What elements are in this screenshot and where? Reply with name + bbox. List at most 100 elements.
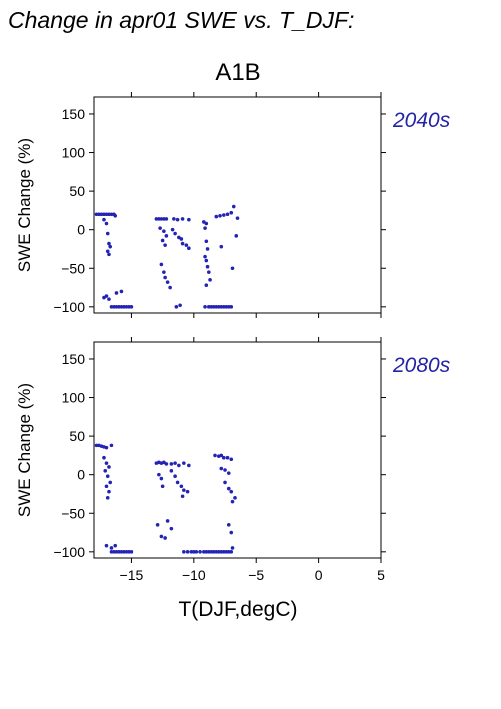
data-point bbox=[182, 461, 186, 465]
data-point bbox=[223, 480, 227, 485]
data-point bbox=[202, 550, 206, 554]
data-point bbox=[109, 212, 114, 217]
data-point bbox=[113, 214, 118, 218]
data-point bbox=[214, 214, 219, 219]
data-point bbox=[194, 550, 199, 554]
data-point bbox=[114, 550, 119, 554]
plot-frame bbox=[93, 96, 382, 314]
panel-label: 2080s bbox=[392, 354, 451, 377]
data-point bbox=[103, 469, 108, 473]
data-point bbox=[165, 519, 170, 523]
data-point bbox=[119, 550, 124, 554]
data-point bbox=[163, 243, 167, 247]
data-point bbox=[124, 550, 129, 554]
data-point bbox=[105, 474, 110, 479]
data-point bbox=[221, 550, 226, 554]
data-point bbox=[108, 244, 113, 249]
data-point bbox=[218, 214, 222, 218]
data-point bbox=[94, 443, 99, 448]
data-point bbox=[164, 217, 169, 221]
chart-title: Change in apr01 SWE vs. T_DJF: bbox=[8, 7, 354, 33]
data-point bbox=[226, 523, 231, 527]
data-point bbox=[102, 212, 106, 217]
data-point bbox=[159, 534, 164, 539]
data-point bbox=[119, 289, 124, 294]
data-point bbox=[155, 523, 160, 527]
data-point bbox=[233, 496, 237, 500]
data-point bbox=[107, 241, 111, 246]
x-tick-label: −10 bbox=[182, 567, 206, 583]
data-point bbox=[154, 217, 159, 221]
data-point bbox=[163, 536, 167, 540]
data-point bbox=[226, 486, 231, 491]
data-point bbox=[178, 303, 182, 308]
data-point bbox=[219, 305, 224, 309]
data-point bbox=[225, 212, 230, 217]
data-point bbox=[169, 526, 174, 531]
data-point bbox=[109, 550, 114, 554]
data-point bbox=[187, 217, 191, 222]
data-point bbox=[185, 489, 190, 494]
data-point bbox=[169, 462, 174, 466]
y-tick-label: 150 bbox=[62, 351, 86, 367]
data-point bbox=[223, 468, 227, 472]
data-point bbox=[226, 471, 231, 475]
data-point bbox=[180, 241, 185, 246]
data-point bbox=[175, 217, 180, 222]
data-point bbox=[127, 550, 131, 554]
data-point bbox=[207, 305, 211, 309]
data-point bbox=[104, 294, 109, 298]
data-point bbox=[226, 305, 231, 309]
data-point bbox=[219, 453, 224, 458]
data-point bbox=[189, 550, 194, 554]
data-point bbox=[208, 278, 212, 282]
data-point bbox=[157, 217, 161, 221]
data-point bbox=[107, 252, 111, 257]
data-point bbox=[203, 305, 207, 309]
data-point bbox=[160, 484, 165, 489]
data-point bbox=[94, 212, 99, 217]
data-point bbox=[99, 212, 104, 217]
data-point bbox=[229, 530, 234, 535]
data-point bbox=[214, 550, 219, 554]
data-point bbox=[216, 550, 221, 554]
data-point bbox=[117, 305, 121, 309]
data-point bbox=[211, 305, 216, 309]
data-point bbox=[229, 550, 234, 554]
data-point bbox=[229, 210, 234, 215]
y-tick-label: 150 bbox=[62, 106, 86, 122]
data-point bbox=[182, 550, 186, 554]
data-point bbox=[104, 484, 109, 489]
data-point bbox=[219, 550, 224, 554]
data-point bbox=[169, 469, 174, 473]
data-point bbox=[226, 550, 231, 554]
x-tick-label: −5 bbox=[248, 567, 264, 583]
data-point bbox=[175, 480, 180, 485]
y-tick-label: 0 bbox=[77, 222, 85, 238]
data-point bbox=[203, 254, 207, 259]
data-point bbox=[229, 457, 234, 462]
data-point bbox=[107, 212, 111, 217]
data-point bbox=[129, 550, 134, 554]
data-point bbox=[168, 285, 172, 290]
data-point bbox=[113, 543, 118, 548]
data-point bbox=[180, 494, 185, 499]
data-point bbox=[163, 275, 167, 280]
panel-label: 2040s bbox=[392, 109, 451, 132]
data-point bbox=[225, 455, 230, 460]
y-tick-label: 0 bbox=[77, 467, 85, 483]
data-point bbox=[104, 461, 109, 465]
data-point bbox=[209, 305, 214, 309]
data-point bbox=[119, 305, 124, 309]
data-point bbox=[224, 305, 229, 309]
data-point bbox=[172, 217, 176, 221]
data-point bbox=[164, 234, 169, 238]
data-point bbox=[122, 305, 126, 309]
data-point bbox=[198, 550, 202, 554]
y-tick-label: 100 bbox=[62, 390, 86, 406]
data-point bbox=[203, 226, 207, 230]
data-point bbox=[230, 546, 235, 550]
data-point bbox=[124, 305, 129, 309]
data-point bbox=[221, 213, 226, 217]
